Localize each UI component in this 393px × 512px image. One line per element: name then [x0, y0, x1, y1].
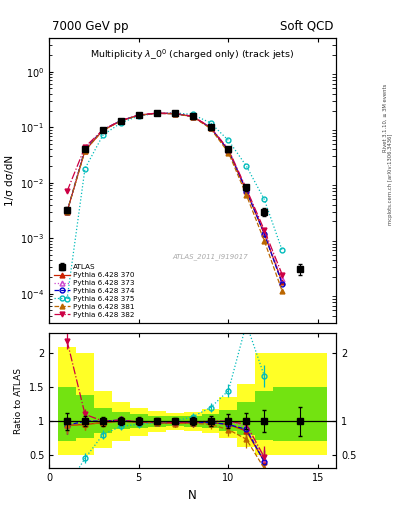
X-axis label: N: N	[188, 489, 197, 502]
Pythia 6.428 373	[83, 146, 87, 153]
Text: Soft QCD: Soft QCD	[280, 20, 333, 33]
Pythia 6.428 374	[119, 117, 123, 123]
Pythia 6.428 381	[136, 112, 141, 118]
Pythia 6.428 370	[83, 147, 87, 154]
Pythia 6.428 382	[119, 117, 123, 123]
Pythia 6.428 381	[172, 111, 177, 117]
Pythia 6.428 370	[172, 111, 177, 117]
Line: Pythia 6.428 370: Pythia 6.428 370	[64, 111, 285, 285]
Pythia 6.428 382	[65, 188, 70, 195]
Pythia 6.428 381	[119, 118, 123, 124]
Pythia 6.428 381	[280, 288, 285, 294]
Pythia 6.428 381	[154, 110, 159, 116]
Line: Pythia 6.428 373: Pythia 6.428 373	[64, 111, 285, 282]
Pythia 6.428 381	[226, 150, 231, 156]
Line: Pythia 6.428 381: Pythia 6.428 381	[64, 111, 285, 294]
Pythia 6.428 374	[136, 112, 141, 118]
Pythia 6.428 375	[119, 120, 123, 126]
Pythia 6.428 370	[119, 118, 123, 124]
Pythia 6.428 381	[190, 114, 195, 120]
Line: Pythia 6.428 382: Pythia 6.428 382	[64, 111, 285, 277]
Pythia 6.428 373	[136, 112, 141, 118]
Pythia 6.428 375	[83, 165, 87, 172]
Pythia 6.428 370	[65, 209, 70, 215]
Pythia 6.428 382	[280, 271, 285, 278]
Pythia 6.428 375	[262, 196, 267, 202]
Pythia 6.428 381	[262, 238, 267, 244]
Y-axis label: Ratio to ATLAS: Ratio to ATLAS	[14, 368, 23, 434]
Pythia 6.428 374	[101, 126, 105, 133]
Pythia 6.428 375	[208, 120, 213, 126]
Pythia 6.428 375	[136, 113, 141, 119]
Pythia 6.428 374	[83, 146, 87, 153]
Pythia 6.428 381	[65, 209, 70, 215]
Pythia 6.428 375	[65, 296, 70, 302]
Pythia 6.428 375	[244, 163, 249, 169]
Pythia 6.428 374	[226, 147, 231, 154]
Pythia 6.428 375	[226, 137, 231, 143]
Pythia 6.428 373	[244, 186, 249, 193]
Pythia 6.428 375	[154, 110, 159, 116]
Pythia 6.428 373	[262, 229, 267, 235]
Pythia 6.428 374	[65, 209, 70, 215]
Pythia 6.428 374	[244, 187, 249, 194]
Pythia 6.428 374	[208, 124, 213, 131]
Pythia 6.428 375	[190, 112, 195, 118]
Pythia 6.428 382	[154, 110, 159, 116]
Text: Rivet 3.1.10, ≥ 3M events: Rivet 3.1.10, ≥ 3M events	[383, 83, 388, 152]
Text: ATLAS_2011_I919017: ATLAS_2011_I919017	[172, 253, 248, 260]
Pythia 6.428 373	[65, 209, 70, 215]
Pythia 6.428 375	[172, 110, 177, 116]
Pythia 6.428 374	[172, 111, 177, 117]
Line: Pythia 6.428 374: Pythia 6.428 374	[64, 111, 285, 286]
Pythia 6.428 382	[101, 126, 105, 133]
Pythia 6.428 374	[190, 114, 195, 120]
Pythia 6.428 370	[208, 124, 213, 131]
Text: mcplots.cern.ch [arXiv:1306.3436]: mcplots.cern.ch [arXiv:1306.3436]	[388, 134, 393, 225]
Pythia 6.428 374	[262, 231, 267, 237]
Pythia 6.428 382	[83, 144, 87, 150]
Pythia 6.428 381	[208, 125, 213, 132]
Pythia 6.428 370	[226, 147, 231, 154]
Pythia 6.428 370	[101, 127, 105, 134]
Pythia 6.428 382	[244, 186, 249, 192]
Pythia 6.428 373	[172, 110, 177, 116]
Pythia 6.428 382	[226, 146, 231, 153]
Pythia 6.428 370	[154, 110, 159, 116]
Pythia 6.428 382	[190, 113, 195, 119]
Pythia 6.428 373	[280, 276, 285, 283]
Legend: ATLAS, Pythia 6.428 370, Pythia 6.428 373, Pythia 6.428 374, Pythia 6.428 375, P: ATLAS, Pythia 6.428 370, Pythia 6.428 37…	[51, 262, 137, 321]
Pythia 6.428 370	[244, 188, 249, 195]
Pythia 6.428 382	[172, 110, 177, 116]
Pythia 6.428 374	[280, 281, 285, 287]
Pythia 6.428 370	[136, 112, 141, 118]
Pythia 6.428 373	[101, 126, 105, 133]
Text: 7000 GeV pp: 7000 GeV pp	[52, 20, 129, 33]
Pythia 6.428 370	[280, 279, 285, 285]
Pythia 6.428 381	[83, 147, 87, 154]
Line: Pythia 6.428 375: Pythia 6.428 375	[64, 111, 285, 302]
Text: Multiplicity $\lambda\_0^0$ (charged only) (track jets): Multiplicity $\lambda\_0^0$ (charged onl…	[90, 47, 295, 61]
Pythia 6.428 375	[101, 132, 105, 138]
Pythia 6.428 381	[101, 127, 105, 134]
Pythia 6.428 373	[226, 146, 231, 153]
Pythia 6.428 370	[190, 114, 195, 120]
Pythia 6.428 375	[280, 247, 285, 253]
Y-axis label: 1/σ dσ/dN: 1/σ dσ/dN	[4, 155, 15, 206]
Pythia 6.428 374	[154, 110, 159, 116]
Pythia 6.428 370	[262, 231, 267, 237]
Pythia 6.428 373	[119, 117, 123, 123]
Pythia 6.428 373	[208, 124, 213, 131]
Pythia 6.428 381	[244, 192, 249, 198]
Pythia 6.428 382	[208, 124, 213, 131]
Pythia 6.428 373	[190, 113, 195, 119]
Pythia 6.428 382	[262, 227, 267, 233]
Pythia 6.428 382	[136, 112, 141, 118]
Pythia 6.428 373	[154, 110, 159, 116]
